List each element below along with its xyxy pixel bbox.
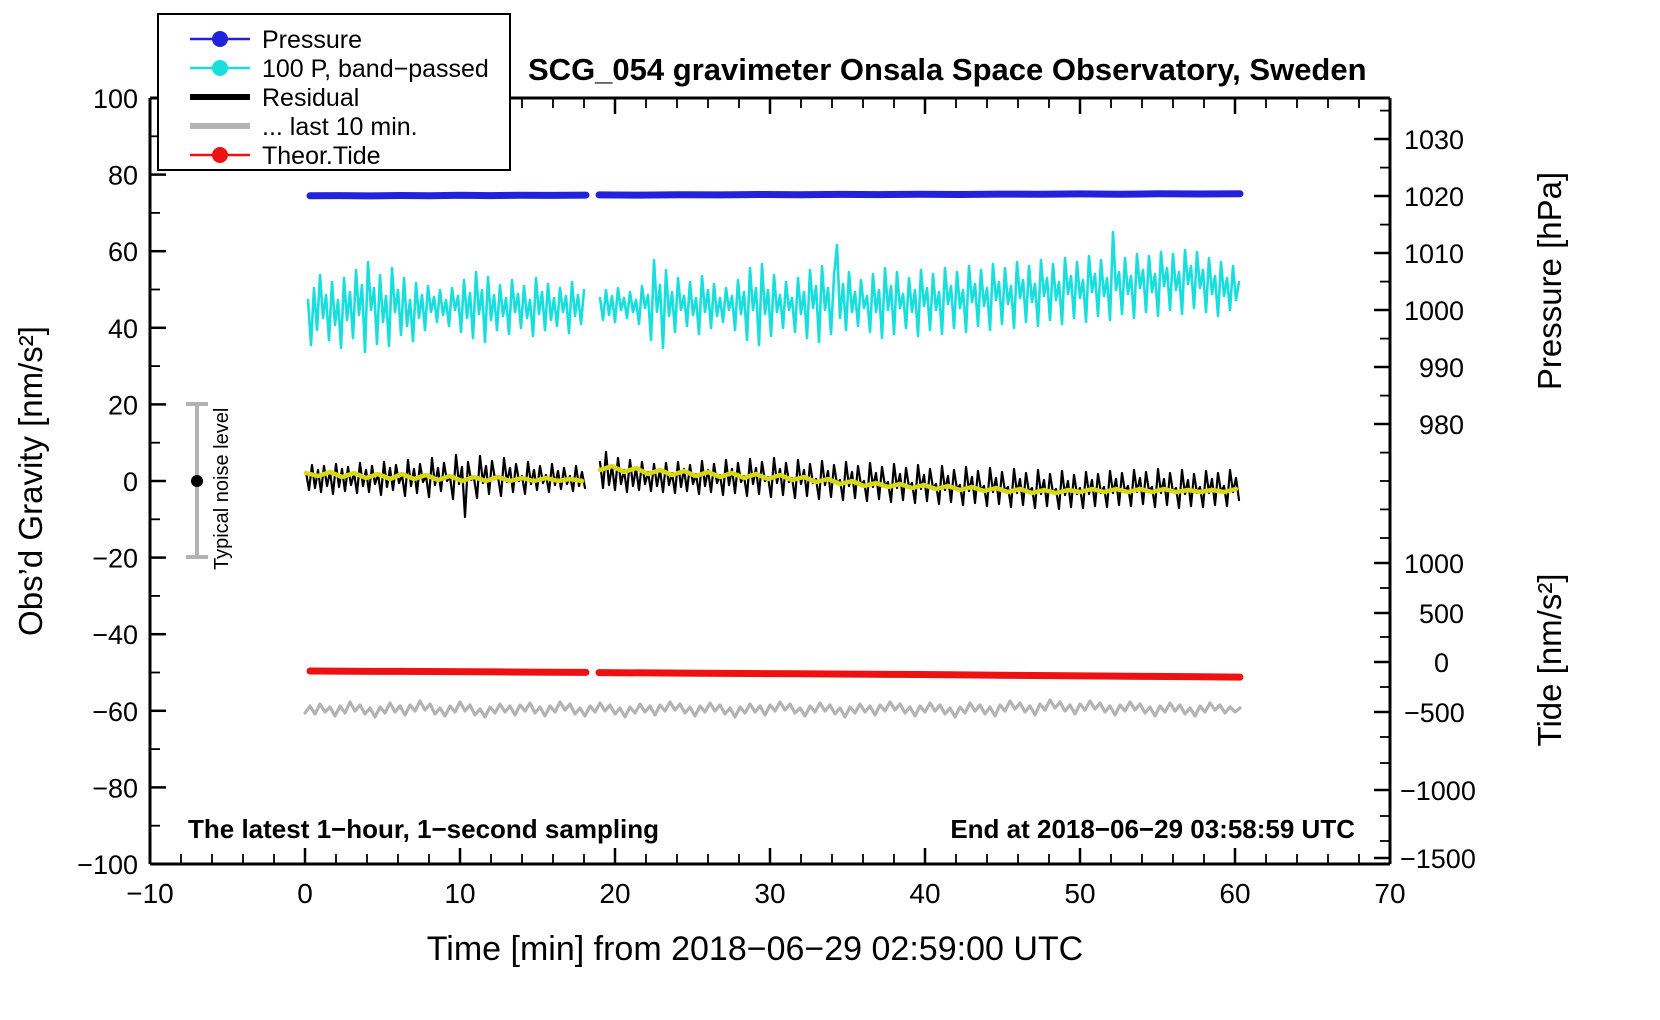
tide-tick-500: 500 bbox=[1419, 599, 1464, 629]
legend-item-last-10-min[interactable]: ... last 10 min. bbox=[190, 113, 418, 141]
left-axis-ticks: 100 80 60 40 20 0 −20 −40 −60 −80 −100 bbox=[77, 84, 166, 880]
x-tick-50: 50 bbox=[1064, 878, 1095, 909]
right-axis-tide-ticks: 1000 500 0 −500 −1000 −1500 bbox=[1374, 537, 1476, 874]
legend-item-residual[interactable]: Residual bbox=[190, 84, 359, 112]
right-tide-axis-title: Tide [nm/s²] bbox=[1531, 574, 1568, 747]
x-tick-70: 70 bbox=[1374, 878, 1405, 909]
series-last-10-min bbox=[303, 698, 1242, 719]
tide-tick-neg1500: −1500 bbox=[1400, 844, 1476, 874]
left-tick-60: 60 bbox=[108, 237, 138, 267]
left-tick-neg80: −80 bbox=[92, 773, 138, 803]
x-tick-40: 40 bbox=[909, 878, 940, 909]
bottom-left-annotation: The latest 1−hour, 1−second sampling bbox=[188, 814, 659, 844]
data-traces bbox=[303, 190, 1244, 719]
right-axis-pressure-ticks: 1030 1020 1010 1000 990 980 bbox=[1374, 109, 1464, 511]
series-band-passed-pressure bbox=[306, 230, 1241, 354]
tide-tick-neg1000: −1000 bbox=[1400, 776, 1476, 806]
pressure-tick-1000: 1000 bbox=[1404, 296, 1464, 326]
legend-label-residual: Residual bbox=[262, 84, 359, 112]
legend[interactable]: Pressure 100 P, band−passed Residual ...… bbox=[157, 13, 511, 171]
bottom-axis-ticks: −10 0 10 20 30 40 50 60 70 bbox=[126, 98, 1406, 909]
left-tick-80: 80 bbox=[108, 161, 138, 191]
series-pressure bbox=[306, 190, 1244, 200]
legend-item-band-passed[interactable]: 100 P, band−passed bbox=[190, 55, 489, 83]
bottom-axis-title: Time [min] from 2018−06−29 02:59:00 UTC bbox=[427, 930, 1083, 968]
legend-label-theor-tide: Theor.Tide bbox=[262, 142, 381, 170]
left-tick-0: 0 bbox=[123, 467, 138, 497]
left-tick-neg20: −20 bbox=[92, 544, 138, 574]
right-pressure-axis-title: Pressure [hPa] bbox=[1531, 172, 1568, 390]
x-tick-neg10: −10 bbox=[126, 878, 174, 909]
left-tick-40: 40 bbox=[108, 314, 138, 344]
left-tick-neg100: −100 bbox=[77, 850, 138, 880]
pressure-tick-1030: 1030 bbox=[1404, 125, 1464, 155]
bottom-right-annotation: End at 2018−06−29 03:58:59 UTC bbox=[950, 814, 1355, 844]
page-title: SCG_054 gravimeter Onsala Space Observat… bbox=[528, 52, 1367, 87]
left-tick-20: 20 bbox=[108, 390, 138, 420]
legend-item-pressure[interactable]: Pressure bbox=[190, 26, 362, 54]
x-tick-20: 20 bbox=[599, 878, 630, 909]
pressure-tick-980: 980 bbox=[1419, 410, 1464, 440]
tide-tick-0: 0 bbox=[1434, 648, 1449, 678]
left-tick-neg40: −40 bbox=[92, 620, 138, 650]
legend-label-last-10-min: ... last 10 min. bbox=[262, 113, 418, 141]
x-tick-60: 60 bbox=[1219, 878, 1250, 909]
typical-noise-level-marker: Typical noise level bbox=[186, 402, 233, 570]
legend-label-pressure: Pressure bbox=[262, 26, 362, 54]
series-residual-smoothed bbox=[303, 463, 1239, 496]
left-tick-neg60: −60 bbox=[92, 697, 138, 727]
x-tick-0: 0 bbox=[297, 878, 313, 909]
pressure-marker-icon bbox=[212, 31, 228, 47]
band-passed-marker-icon bbox=[212, 60, 228, 76]
x-tick-30: 30 bbox=[754, 878, 785, 909]
pressure-tick-990: 990 bbox=[1419, 353, 1464, 383]
left-axis-title: Obs’d Gravity [nm/s²] bbox=[12, 326, 49, 636]
theor-tide-marker-icon bbox=[212, 147, 228, 163]
pressure-tick-1010: 1010 bbox=[1404, 239, 1464, 269]
left-tick-100: 100 bbox=[93, 84, 138, 114]
legend-item-theor-tide[interactable]: Theor.Tide bbox=[190, 142, 381, 170]
series-theor-tide bbox=[306, 667, 1244, 681]
pressure-tick-1020: 1020 bbox=[1404, 182, 1464, 212]
legend-label-band-passed: 100 P, band−passed bbox=[262, 55, 489, 83]
x-tick-10: 10 bbox=[444, 878, 475, 909]
typical-noise-level-label: Typical noise level bbox=[211, 408, 233, 570]
tide-tick-neg500: −500 bbox=[1404, 698, 1465, 728]
tide-tick-1000: 1000 bbox=[1404, 549, 1464, 579]
